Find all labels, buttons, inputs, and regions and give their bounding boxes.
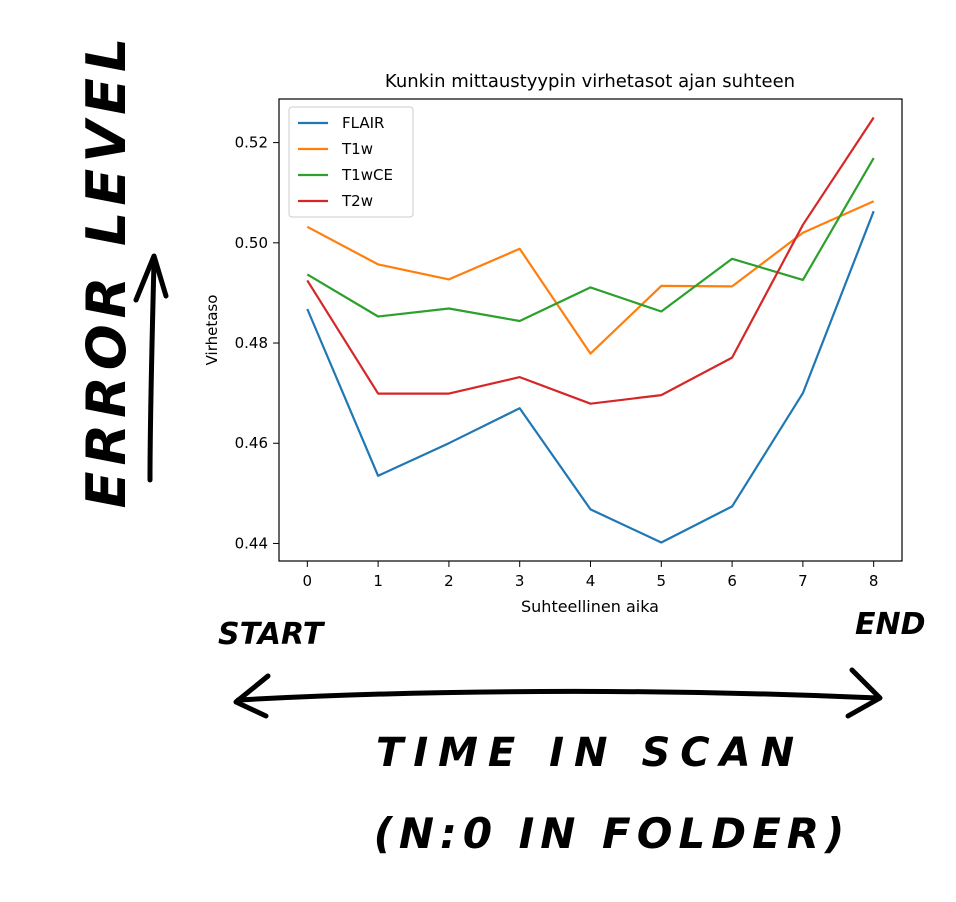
y-tick-label: 0.50	[235, 234, 268, 252]
series-line-t1w	[306, 200, 875, 355]
chart-title: Kunkin mittaustyypin virhetasot ajan suh…	[385, 71, 795, 92]
time-in-scan-annotation: TIME IN SCAN	[376, 730, 804, 776]
series-line-flair	[306, 210, 875, 544]
x-axis: 0 1 2 3 4 5 6 7 8	[303, 561, 879, 590]
y-tick-label: 0.46	[235, 434, 268, 452]
legend: FLAIR T1w T1wCE T2w	[288, 106, 414, 218]
x-tick-label: 4	[586, 572, 596, 590]
x-tick-label: 8	[869, 572, 879, 590]
up-arrow	[133, 253, 169, 483]
x-tick-label: 7	[798, 572, 808, 590]
start-annotation: START	[218, 617, 326, 652]
series-line-t1wce	[306, 157, 875, 323]
y-tick-label: 0.44	[235, 534, 268, 552]
legend-label-t1w: T1w	[341, 140, 373, 158]
series-line-t2w	[306, 116, 875, 405]
x-tick-label: 5	[657, 572, 667, 590]
x-tick-label: 1	[373, 572, 383, 590]
legend-label-t1wce: T1wCE	[341, 166, 393, 184]
end-annotation: END	[855, 607, 926, 642]
x-tick-label: 2	[444, 572, 454, 590]
y-axis: 0.44 0.46 0.48 0.50 0.52	[235, 134, 279, 552]
x-tick-label: 6	[727, 572, 737, 590]
legend-label-flair: FLAIR	[342, 114, 384, 132]
legend-label-t2w: T2w	[341, 192, 373, 210]
folder-annotation: (N:0 IN FOLDER)	[374, 809, 851, 858]
y-axis-label: Virhetaso	[203, 295, 221, 366]
series-lines	[306, 116, 875, 544]
x-tick-label: 3	[515, 572, 525, 590]
y-tick-label: 0.52	[235, 134, 268, 152]
x-tick-label: 0	[303, 572, 313, 590]
time-double-arrow	[233, 667, 883, 719]
x-axis-label: Suhteellinen aika	[521, 597, 659, 616]
legend-box	[288, 106, 414, 218]
y-tick-label: 0.48	[235, 334, 268, 352]
error-level-annotation: ERROR LEVEL	[75, 32, 138, 509]
